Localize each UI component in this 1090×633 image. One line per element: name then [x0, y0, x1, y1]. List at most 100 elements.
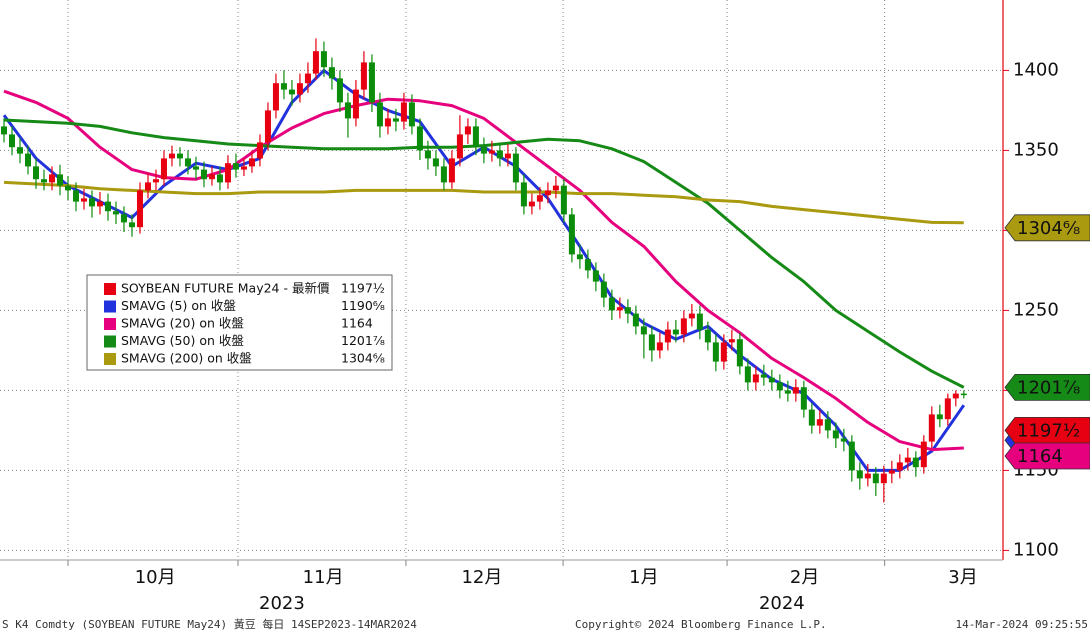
price-tag-label: 1164	[1017, 446, 1063, 467]
price-tag: 1201⁷⁄₈	[1004, 374, 1090, 401]
legend-value: 1201⁷⁄₈	[341, 333, 385, 348]
candle-body	[568, 214, 575, 255]
candle-body	[160, 158, 167, 180]
candle-body	[168, 153, 175, 159]
candle-body	[304, 73, 311, 84]
candle-body	[272, 83, 279, 111]
candle-body	[680, 318, 687, 335]
candle-body	[112, 211, 119, 215]
candle-body	[520, 182, 527, 207]
legend-swatch	[104, 335, 116, 348]
candle-body	[720, 342, 727, 362]
candle-body	[72, 190, 79, 202]
candle-body	[64, 185, 71, 191]
candle-body	[712, 342, 719, 362]
price-tag: 1164	[1004, 442, 1090, 470]
candle-body	[928, 414, 935, 442]
candle-body	[560, 185, 567, 215]
candle-body	[512, 153, 519, 183]
candle-body	[624, 307, 631, 314]
candle-body	[888, 470, 895, 474]
candle-body	[752, 374, 759, 383]
candle-body	[216, 174, 223, 183]
candle-body	[544, 190, 551, 196]
candle-body	[632, 313, 639, 327]
candle-body	[784, 390, 791, 394]
candle-body	[248, 158, 255, 167]
candle-body	[608, 297, 615, 311]
candle-body	[864, 473, 871, 479]
candle-body	[336, 78, 343, 103]
y-tick-label: 1100	[1013, 539, 1059, 560]
candle-body	[448, 158, 455, 183]
candles	[0, 38, 967, 503]
legend-label: SMAVG (20) on 收盤	[121, 316, 244, 331]
candle-body	[232, 163, 239, 170]
candle-body	[488, 150, 495, 154]
candle-body	[824, 419, 831, 431]
x-tick-label: 10月	[135, 567, 176, 588]
candle-body	[896, 462, 903, 471]
candle-body	[440, 166, 447, 183]
candle-body	[952, 393, 959, 399]
candle-body	[152, 179, 159, 183]
candle-body	[832, 430, 839, 439]
candle-body	[384, 118, 391, 127]
candle-body	[360, 62, 367, 90]
year-label: 2023	[259, 593, 305, 614]
candle-body	[816, 419, 823, 426]
candle-body	[736, 339, 743, 367]
candle-body	[704, 329, 711, 343]
candle-body	[688, 313, 695, 319]
candle-body	[600, 281, 607, 298]
candle-body	[744, 366, 751, 383]
price-tag-box	[1004, 214, 1090, 242]
candle-body	[672, 329, 679, 335]
candle-body	[320, 51, 327, 68]
x-tick-label: 11月	[303, 567, 344, 588]
candle-body	[504, 153, 511, 159]
candle-body	[800, 387, 807, 410]
candle-body	[264, 110, 271, 143]
candle-body	[616, 307, 623, 311]
candle-body	[880, 473, 887, 484]
candle-body	[944, 398, 951, 420]
candle-body	[256, 142, 263, 159]
price-tag: 1304⁶⁄₈	[1004, 214, 1090, 242]
legend-label: SMAVG (5) on 收盤	[121, 298, 236, 313]
candle-body	[808, 409, 815, 426]
candle-body	[200, 169, 207, 180]
candle-body	[400, 102, 407, 122]
candle-body	[424, 150, 431, 159]
footer-timestamp: 14-Mar-2024 09:25:55	[956, 618, 1088, 631]
candle-body	[48, 174, 55, 183]
legend-label: SOYBEAN FUTURE May24 - 最新價	[121, 281, 330, 296]
legend-value: 1304⁶⁄₈	[341, 351, 385, 366]
legend-value: 1197½	[341, 281, 385, 296]
candle-body	[776, 382, 783, 391]
candle-body	[144, 182, 151, 191]
candle-body	[416, 126, 423, 151]
candle-body	[0, 126, 7, 135]
candle-body	[760, 374, 767, 378]
candle-body	[856, 470, 863, 479]
candle-body	[904, 457, 911, 463]
candle-body	[368, 62, 375, 103]
candle-body	[328, 67, 335, 79]
candle-body	[136, 190, 143, 228]
candle-body	[24, 153, 31, 167]
candle-body	[872, 473, 879, 484]
candle-body	[352, 89, 359, 119]
candle-body	[312, 51, 319, 74]
price-tag-box	[1004, 442, 1090, 470]
candle-body	[664, 329, 671, 343]
candle-body	[80, 198, 87, 202]
candle-body	[536, 195, 543, 202]
x-tick-label: 3月	[948, 567, 977, 588]
candle-body	[432, 158, 439, 167]
legend-value: 1164	[341, 316, 373, 331]
candle-body	[192, 166, 199, 170]
candle-body	[40, 179, 47, 183]
